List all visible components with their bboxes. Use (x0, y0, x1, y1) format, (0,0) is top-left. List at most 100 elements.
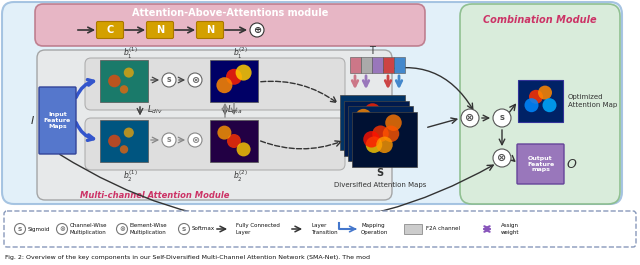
FancyBboxPatch shape (39, 87, 76, 154)
Text: ⊕: ⊕ (253, 25, 261, 35)
Bar (352, 112, 417, 167)
FancyBboxPatch shape (85, 58, 345, 110)
Text: s: s (18, 226, 22, 232)
Circle shape (543, 98, 557, 112)
Text: Attention-Above-Attentions module: Attention-Above-Attentions module (132, 8, 328, 18)
Text: Channel-Wise
Multiplication: Channel-Wise Multiplication (70, 223, 108, 235)
Text: s: s (182, 226, 186, 232)
Text: ⊗: ⊗ (497, 153, 507, 163)
Circle shape (227, 134, 241, 148)
Circle shape (108, 135, 121, 147)
Circle shape (538, 86, 552, 100)
Circle shape (372, 125, 388, 142)
Circle shape (218, 126, 232, 140)
Circle shape (362, 114, 378, 131)
Text: N: N (156, 25, 164, 35)
Bar (344, 101, 409, 156)
Text: $b_2^{(1)}$: $b_2^{(1)}$ (123, 168, 138, 184)
Circle shape (226, 69, 242, 85)
Bar (340, 95, 405, 150)
Text: Multi-channel Attention Module: Multi-channel Attention Module (80, 192, 230, 201)
Circle shape (236, 65, 252, 81)
Circle shape (493, 149, 511, 167)
Circle shape (364, 131, 380, 148)
Text: Layer
Transition: Layer Transition (311, 223, 338, 235)
Circle shape (108, 75, 121, 87)
Text: Input
Feature
Maps: Input Feature Maps (44, 112, 71, 129)
Text: s: s (167, 135, 172, 144)
Circle shape (120, 145, 128, 154)
Text: Mapping
Operation: Mapping Operation (361, 223, 388, 235)
Circle shape (351, 120, 368, 136)
FancyBboxPatch shape (2, 2, 622, 204)
Circle shape (250, 23, 264, 37)
Text: F2A channel: F2A channel (426, 227, 460, 232)
FancyBboxPatch shape (460, 4, 620, 204)
Text: Output
Feature
maps: Output Feature maps (527, 156, 554, 172)
Text: $b_1^{(1)}$: $b_1^{(1)}$ (123, 45, 138, 61)
Text: Optimized
Attention Map: Optimized Attention Map (568, 95, 617, 108)
Circle shape (15, 223, 26, 235)
Bar (383, 57, 394, 73)
Bar (210, 120, 258, 162)
Circle shape (355, 109, 372, 125)
Text: $b_1^{(2)}$: $b_1^{(2)}$ (233, 45, 247, 61)
Text: Assign
weight: Assign weight (501, 223, 520, 235)
Text: Fully Connected
Layer: Fully Connected Layer (236, 223, 280, 235)
FancyBboxPatch shape (37, 50, 392, 200)
Circle shape (529, 90, 543, 104)
Text: Fig. 2: Overview of the key components in our Self-Diversified Multi-Channel Att: Fig. 2: Overview of the key components i… (5, 255, 370, 260)
Text: Element-Wise
Multiplication: Element-Wise Multiplication (130, 223, 168, 235)
Text: I: I (30, 116, 34, 126)
Circle shape (188, 73, 202, 87)
Circle shape (116, 223, 127, 235)
Text: ⊗: ⊗ (465, 113, 475, 123)
Text: $L_{ma}$: $L_{ma}$ (227, 104, 243, 116)
Circle shape (376, 136, 393, 153)
Text: Diversified Attention Maps: Diversified Attention Maps (334, 182, 426, 188)
Circle shape (216, 77, 232, 93)
Bar (350, 57, 361, 73)
Text: ⊗: ⊗ (119, 226, 125, 232)
Bar (404, 224, 422, 234)
Text: s: s (500, 113, 504, 122)
Circle shape (461, 109, 479, 127)
Text: $L_{div}$: $L_{div}$ (147, 104, 163, 116)
Circle shape (385, 114, 402, 131)
Text: Combination Module: Combination Module (483, 15, 597, 25)
FancyBboxPatch shape (85, 118, 345, 170)
Circle shape (383, 126, 399, 142)
Circle shape (188, 133, 202, 147)
Circle shape (162, 73, 176, 87)
Circle shape (124, 127, 134, 138)
FancyBboxPatch shape (97, 21, 124, 38)
Text: T: T (369, 46, 375, 56)
Circle shape (162, 133, 176, 147)
Circle shape (377, 114, 394, 131)
Text: Softmax: Softmax (192, 227, 215, 232)
FancyBboxPatch shape (517, 144, 564, 184)
Bar (210, 60, 258, 102)
FancyBboxPatch shape (147, 21, 173, 38)
Bar (348, 106, 413, 161)
FancyBboxPatch shape (4, 211, 636, 247)
Text: ⊗: ⊗ (191, 75, 199, 85)
Text: Sigmoid: Sigmoid (28, 227, 51, 232)
Text: ⊗: ⊗ (191, 135, 199, 145)
Text: C: C (106, 25, 114, 35)
Text: ⊗: ⊗ (59, 226, 65, 232)
Circle shape (56, 223, 67, 235)
Circle shape (237, 142, 251, 156)
Circle shape (375, 125, 391, 142)
Text: O: O (566, 157, 576, 170)
Circle shape (525, 98, 538, 112)
Bar (100, 120, 148, 162)
Text: $b_2^{(2)}$: $b_2^{(2)}$ (233, 168, 247, 184)
Circle shape (120, 85, 128, 94)
Bar (100, 60, 148, 102)
Text: S: S (376, 168, 383, 178)
Circle shape (365, 136, 382, 153)
Bar (372, 57, 383, 73)
Text: N: N (206, 25, 214, 35)
Circle shape (179, 223, 189, 235)
